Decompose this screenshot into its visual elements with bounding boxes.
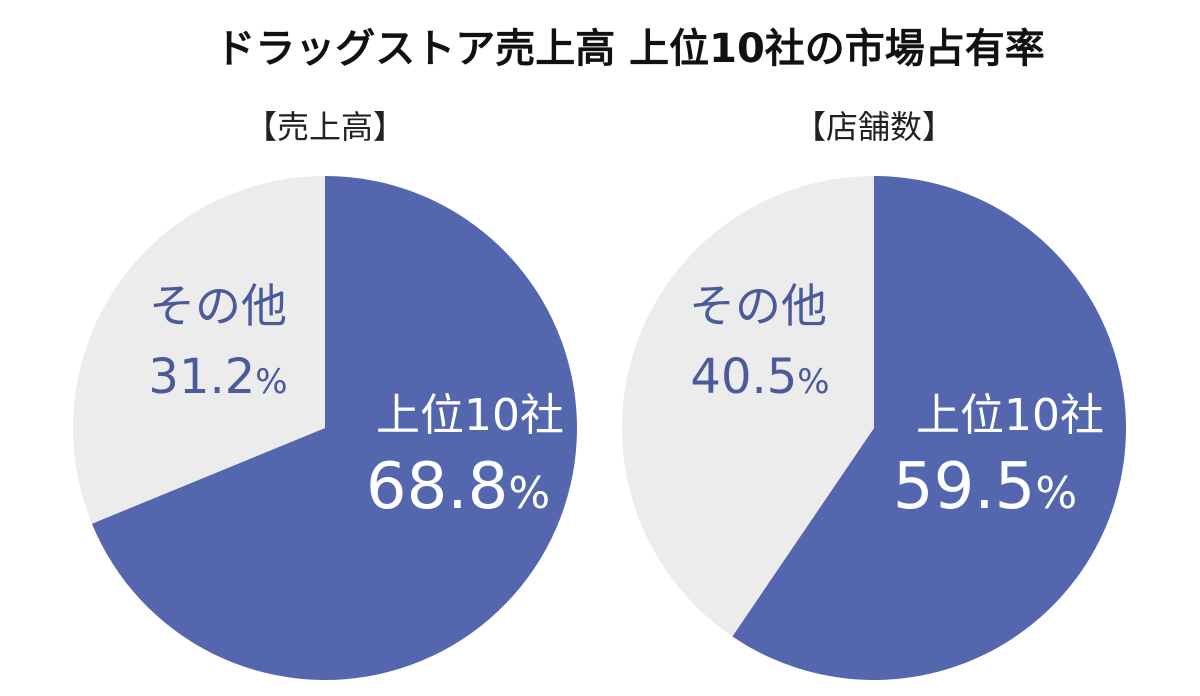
label-stores-top10-value: 59.5% [893, 450, 1077, 524]
label-sales-other-value: 31.2% [148, 349, 287, 405]
label-sales-top10-name: 上位10社 [376, 390, 564, 441]
pie-chart-sales: 【売上高】 その他 31.2% 上位10社 68.8% [73, 108, 578, 680]
pie-chart-stores: 【店舗数】 その他 40.5% 上位10社 59.5% [622, 108, 1127, 680]
slice-stores-top10 [732, 176, 1127, 680]
label-stores-other-name: その他 [689, 279, 827, 333]
chart-title: ドラッグストア売上高 上位10社の市場占有率 [215, 26, 1045, 72]
label-sales-other-name: その他 [149, 279, 287, 333]
subtitle-stores: 【店舗数】 [794, 108, 954, 146]
label-stores-other-value: 40.5% [690, 349, 829, 405]
slice-sales-top10 [91, 176, 578, 680]
slice-stores-other [622, 176, 874, 637]
slice-sales-other [73, 176, 325, 524]
label-stores-top10-name: 上位10社 [916, 390, 1104, 441]
label-sales-top10-value: 68.8% [366, 450, 550, 524]
subtitle-sales: 【売上高】 [245, 108, 405, 146]
